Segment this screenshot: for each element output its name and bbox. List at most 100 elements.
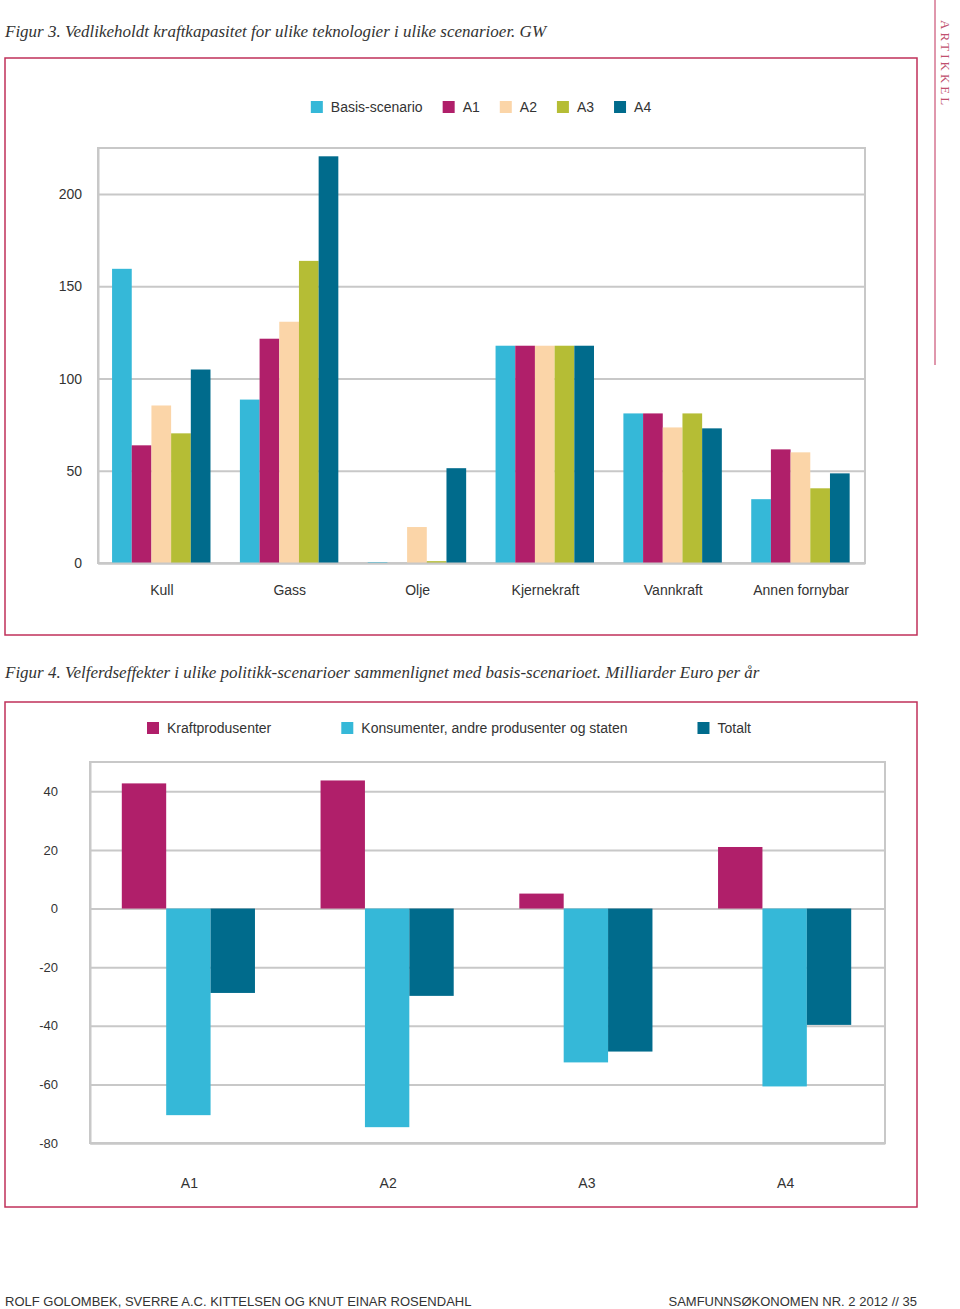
legend-item: Basis-scenario xyxy=(311,99,423,115)
legend-item: A1 xyxy=(443,99,480,115)
legend-swatch xyxy=(147,722,159,734)
legend-swatch xyxy=(341,722,353,734)
bar-series xyxy=(151,322,810,563)
tick-label: Vannkraft xyxy=(644,582,703,598)
tick: 150 xyxy=(59,278,865,294)
bar xyxy=(663,427,683,563)
bar xyxy=(260,339,280,563)
grid-line xyxy=(98,194,865,196)
bar xyxy=(771,449,791,563)
tick-label: A1 xyxy=(181,1175,198,1191)
bar-series xyxy=(132,339,791,563)
tick-label: -20 xyxy=(39,960,58,975)
footer-left: ROLF GOLOMBEK, SVERRE A.C. KITTELSEN OG … xyxy=(5,1294,471,1309)
legend-label: A4 xyxy=(634,99,651,115)
bar xyxy=(365,909,409,1128)
legend-item: Konsumenter, andre produsenter og staten xyxy=(341,720,627,736)
grid-line xyxy=(90,849,885,851)
grid-line xyxy=(90,791,885,793)
legend-item: Kraftprodusenter xyxy=(147,720,272,736)
y-axis: 050100150200 xyxy=(59,149,865,571)
tick: 200 xyxy=(59,186,865,202)
bar xyxy=(112,269,132,563)
legend-label: Kraftprodusenter xyxy=(167,720,272,736)
bar xyxy=(791,452,811,563)
tick-label: Kull xyxy=(150,582,173,598)
bar xyxy=(171,433,191,563)
bar xyxy=(409,909,453,996)
legend-swatch xyxy=(697,722,709,734)
bar xyxy=(702,428,722,563)
y-axis: -80-60-40-2002040 xyxy=(39,763,885,1151)
tick-label: 150 xyxy=(59,278,83,294)
legend-item: A4 xyxy=(614,99,651,115)
tick: Olje xyxy=(405,582,430,598)
legend-label: A2 xyxy=(520,99,537,115)
tick-label: A3 xyxy=(578,1175,595,1191)
legend-label: A1 xyxy=(463,99,480,115)
legend-swatch xyxy=(500,101,512,113)
bar xyxy=(830,473,850,563)
grid-line xyxy=(98,378,865,380)
chart-box xyxy=(5,58,917,635)
tick: A2 xyxy=(380,1175,397,1191)
tick: Vannkraft xyxy=(644,582,703,598)
bar-series xyxy=(171,261,830,563)
legend-item: A2 xyxy=(500,99,537,115)
legend-swatch xyxy=(443,101,455,113)
bar xyxy=(151,405,171,563)
bar xyxy=(807,909,851,1025)
tick: A3 xyxy=(578,1175,595,1191)
plot-frame xyxy=(98,148,865,563)
tick: 100 xyxy=(59,371,865,387)
bar-series xyxy=(166,909,807,1128)
bar xyxy=(555,346,575,563)
legend-item: Totalt xyxy=(697,720,751,736)
bar xyxy=(608,909,652,1052)
tick: Gass xyxy=(273,582,306,598)
bar xyxy=(519,894,563,909)
tick-label: -60 xyxy=(39,1077,58,1092)
bar xyxy=(211,909,255,993)
tick-label: -40 xyxy=(39,1018,58,1033)
tick-label: A2 xyxy=(380,1175,397,1191)
bar xyxy=(166,909,210,1116)
bar xyxy=(132,445,152,563)
legend-label: Konsumenter, andre produsenter og staten xyxy=(361,720,627,736)
bar xyxy=(762,909,806,1087)
bar xyxy=(299,261,319,563)
side-rule xyxy=(935,0,936,365)
tick-label: Kjernekraft xyxy=(512,582,580,598)
plot-frame xyxy=(90,762,885,1143)
tick: A1 xyxy=(181,1175,198,1191)
page-svg: ARTIKKELROLF GOLOMBEK, SVERRE A.C. KITTE… xyxy=(0,0,960,1309)
chart-title: Figur 4. Velferdseffekter i ulike politi… xyxy=(4,663,760,682)
x-axis: A1 A2 A3 A4 xyxy=(91,1144,886,1191)
bar xyxy=(515,346,535,563)
bar xyxy=(643,413,663,563)
bar xyxy=(564,909,608,1063)
page: ARTIKKELROLF GOLOMBEK, SVERRE A.C. KITTE… xyxy=(0,0,960,1309)
tick-label: Olje xyxy=(405,582,430,598)
bar xyxy=(240,400,260,563)
bar xyxy=(810,488,830,563)
bar xyxy=(718,847,762,909)
legend-label: A3 xyxy=(577,99,594,115)
chart: Figur 3. Vedlikeholdt kraftkapasitet for… xyxy=(4,22,917,635)
bar xyxy=(623,413,643,563)
tick: -40 xyxy=(39,1018,885,1033)
tick-label: Annen fornybar xyxy=(753,582,849,598)
legend-item: A3 xyxy=(557,99,594,115)
tick-label: 20 xyxy=(44,843,58,858)
bar xyxy=(321,780,365,908)
tick: -20 xyxy=(39,960,885,975)
bar xyxy=(574,346,594,563)
tick: -60 xyxy=(39,1077,885,1092)
chart-title: Figur 3. Vedlikeholdt kraftkapasitet for… xyxy=(4,22,548,41)
tick: A4 xyxy=(777,1175,794,1191)
tick-label: 0 xyxy=(51,901,58,916)
tick-label: 100 xyxy=(59,371,83,387)
grid-line xyxy=(98,563,865,565)
legend-swatch xyxy=(557,101,569,113)
tick: -80 xyxy=(39,1136,885,1151)
